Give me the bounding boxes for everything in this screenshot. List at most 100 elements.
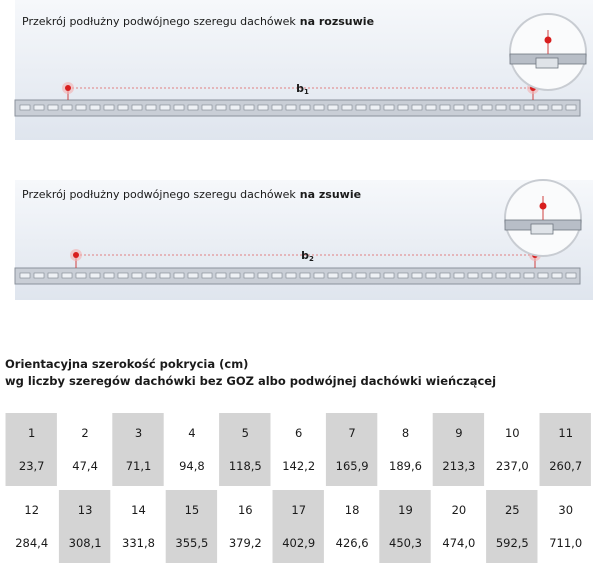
- tile: [313, 272, 325, 279]
- tile: [187, 272, 199, 279]
- tile: [19, 104, 31, 111]
- tile: [285, 272, 297, 279]
- table-cell: [379, 413, 431, 486]
- caption-text: Przekrój podłużny podwójnego szeregu dac…: [22, 188, 296, 201]
- cover-width: 142,2: [282, 459, 315, 473]
- tile: [537, 272, 549, 279]
- tile: [481, 104, 493, 111]
- tile: [215, 272, 227, 279]
- tile: [537, 104, 549, 111]
- label-subscript: 2: [309, 255, 314, 263]
- tile: [369, 104, 381, 111]
- table-title: wg liczby szeregów dachówki bez GOZ albo…: [5, 374, 496, 388]
- tile: [89, 272, 101, 279]
- tile: [383, 272, 395, 279]
- tile: [523, 272, 535, 279]
- cover-width: 189,6: [389, 459, 422, 473]
- tile: [397, 272, 409, 279]
- caption: Przekrój podłużny podwójnego szeregu dac…: [22, 15, 374, 28]
- tile: [131, 272, 143, 279]
- row-count: 20: [452, 503, 467, 517]
- label-letter: b: [296, 82, 304, 95]
- row-count: 5: [242, 426, 249, 440]
- tile: [131, 104, 143, 111]
- tile: [75, 272, 87, 279]
- tile: [47, 272, 59, 279]
- tile: [341, 272, 353, 279]
- cover-width: 379,2: [229, 536, 262, 550]
- table-title: Orientacyjna szerokość pokrycia (cm): [5, 357, 248, 371]
- cover-width: 592,5: [496, 536, 529, 550]
- tile: [411, 104, 423, 111]
- cover-width: 165,9: [336, 459, 369, 473]
- tile: [299, 104, 311, 111]
- cover-width: 355,5: [175, 536, 208, 550]
- diagrams: Przekrój podłużny podwójnego szeregu dac…: [14, 0, 593, 300]
- caption: Przekrój podłużny podwójnego szeregu dac…: [22, 188, 361, 201]
- tile: [173, 272, 185, 279]
- cover-width: 450,3: [389, 536, 422, 550]
- tile: [495, 104, 507, 111]
- table-cell: [325, 490, 378, 563]
- tile: [411, 272, 423, 279]
- tile: [327, 272, 339, 279]
- tile: [383, 104, 395, 111]
- magnified-marker: [544, 36, 552, 44]
- tile: [565, 104, 577, 111]
- table-cell: [539, 490, 591, 563]
- tile: [61, 272, 73, 279]
- dimension-label: b1: [296, 82, 309, 96]
- tile: [481, 272, 493, 279]
- cover-width: 308,1: [69, 536, 102, 550]
- cover-width: 426,6: [336, 536, 369, 550]
- row-count: 17: [291, 503, 306, 517]
- magnified-joint: [535, 57, 559, 69]
- row-count: 13: [78, 503, 93, 517]
- caption-text: Przekrój podłużny podwójnego szeregu dac…: [22, 15, 296, 28]
- tile: [19, 272, 31, 279]
- row-count: 16: [238, 503, 253, 517]
- table-cell: [165, 413, 218, 486]
- tile: [425, 272, 437, 279]
- row-count: 19: [398, 503, 413, 517]
- magnified-joint: [530, 223, 554, 235]
- tile: [453, 272, 465, 279]
- tile: [551, 272, 563, 279]
- table-cell: [486, 490, 538, 563]
- magnified-marker: [539, 202, 547, 210]
- cover-width: 260,7: [549, 459, 582, 473]
- tile: [523, 104, 535, 111]
- table-cell: [5, 490, 57, 563]
- cover-width: 94,8: [179, 459, 205, 473]
- tile: [103, 272, 115, 279]
- table-cell: [112, 413, 164, 486]
- marker: [65, 85, 71, 91]
- cover-width: 284,4: [15, 536, 48, 550]
- cover-width: 118,5: [229, 459, 262, 473]
- table: Orientacyjna szerokość pokrycia (cm) wg l…: [5, 357, 591, 563]
- tile: [299, 272, 311, 279]
- tile-strip: [14, 267, 581, 285]
- tile-strip: [14, 99, 581, 117]
- row-count: 6: [295, 426, 302, 440]
- table-cell: [325, 413, 378, 486]
- tile: [173, 104, 185, 111]
- table-cell: [219, 413, 271, 486]
- table-cell: [432, 490, 485, 563]
- row-count: 3: [135, 426, 142, 440]
- dimension-label: b2: [301, 249, 314, 263]
- row-count: 9: [455, 426, 462, 440]
- tile: [33, 104, 45, 111]
- diagram-background: [15, 0, 593, 140]
- cover-width: 402,9: [282, 536, 315, 550]
- tile: [201, 272, 213, 279]
- tile: [341, 104, 353, 111]
- cover-width: 237,0: [496, 459, 529, 473]
- row-count: 25: [505, 503, 520, 517]
- tile: [243, 104, 255, 111]
- row-count: 10: [505, 426, 520, 440]
- row-count: 4: [188, 426, 195, 440]
- tile: [187, 104, 199, 111]
- tile: [89, 104, 101, 111]
- tile: [439, 104, 451, 111]
